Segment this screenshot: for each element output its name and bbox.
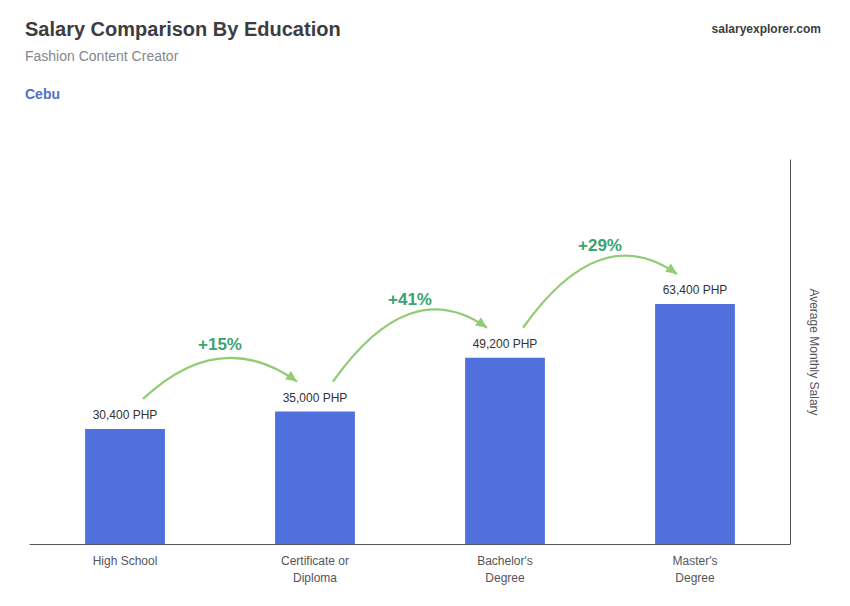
svg-text:+15%: +15%	[198, 335, 242, 354]
svg-text:Salary Comparison By Education: Salary Comparison By Education	[25, 18, 341, 40]
svg-text:Average Monthly Salary: Average Monthly Salary	[807, 288, 821, 415]
svg-text:Bachelor's: Bachelor's	[477, 554, 533, 568]
svg-text:63,400 PHP: 63,400 PHP	[663, 283, 728, 297]
svg-text:Diploma: Diploma	[293, 571, 337, 585]
svg-text:49,200 PHP: 49,200 PHP	[473, 337, 538, 351]
svg-text:+41%: +41%	[388, 290, 432, 309]
svg-text:Degree: Degree	[675, 571, 715, 585]
svg-text:High School: High School	[93, 554, 158, 568]
svg-text:Degree: Degree	[485, 571, 525, 585]
svg-text:Cebu: Cebu	[25, 86, 60, 102]
svg-text:Fashion Content Creator: Fashion Content Creator	[25, 48, 179, 64]
svg-text:salaryexplorer.com: salaryexplorer.com	[712, 22, 821, 36]
svg-text:Master's: Master's	[673, 554, 718, 568]
svg-text:35,000 PHP: 35,000 PHP	[283, 391, 348, 405]
svg-text:30,400 PHP: 30,400 PHP	[93, 408, 158, 422]
svg-text:Certificate or: Certificate or	[281, 554, 349, 568]
svg-text:+29%: +29%	[578, 236, 622, 255]
